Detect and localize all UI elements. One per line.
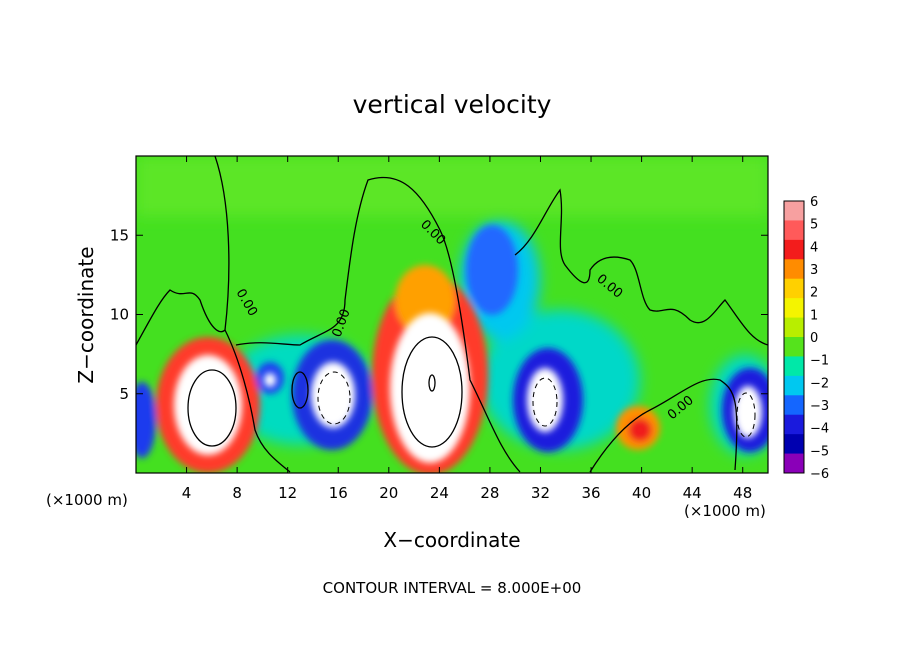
colorbar-swatch xyxy=(784,395,804,416)
zero-contour-1 xyxy=(136,156,230,346)
colorbar-swatch xyxy=(784,278,804,299)
colorbar-swatch xyxy=(784,375,804,396)
colorbar-label: −5 xyxy=(810,444,829,459)
plot-area: 0.00 0.00 0.00 0.00 0.00 xyxy=(136,156,768,473)
x-axis-label: X−coordinate xyxy=(383,528,520,552)
colorbar-swatch xyxy=(784,317,804,338)
colorbar-swatch xyxy=(784,201,804,221)
colorbar-label: 6 xyxy=(810,195,818,210)
y-axis-label: Z−coordinate xyxy=(74,246,98,383)
x-tick-label: 32 xyxy=(531,484,550,502)
x-tick-label: 16 xyxy=(329,484,348,502)
dashed-core-3 xyxy=(532,377,558,427)
contour-lines xyxy=(136,156,768,473)
colorbar-label: 0 xyxy=(810,331,818,346)
x-tick-label: 12 xyxy=(278,484,297,502)
colorbar-swatch xyxy=(784,414,804,435)
colorbar-label: 5 xyxy=(810,218,818,233)
core-updraft-left xyxy=(174,355,242,455)
colorbar-swatch xyxy=(784,434,804,455)
contour-core-center xyxy=(401,336,463,448)
colorbar-label: 2 xyxy=(810,286,818,301)
y-axis: 5 10 15 xyxy=(110,226,768,403)
colorbar-label: −1 xyxy=(810,354,829,369)
zero-contour-4 xyxy=(589,378,738,473)
contour-core-dot xyxy=(428,374,436,392)
upper-lighter-band xyxy=(136,156,768,216)
y-tick-label: 5 xyxy=(119,385,129,403)
chart-title: vertical velocity xyxy=(353,90,552,119)
colorbar-label: −6 xyxy=(810,467,829,482)
x-tick-label: 24 xyxy=(430,484,449,502)
x-tick-label: 36 xyxy=(581,484,600,502)
colorbar: 6 5 4 3 2 1 0 −1 −2 −3 −4 −5 −6 xyxy=(783,195,829,482)
colorbar-frame xyxy=(783,200,805,474)
downdraft-left-edge xyxy=(136,382,156,458)
core-downdraft-1 xyxy=(264,373,276,387)
zero-contour-2 xyxy=(235,176,521,473)
colorbar-label: −3 xyxy=(810,399,829,414)
x-tick-label: 20 xyxy=(379,484,398,502)
zero-contour-3 xyxy=(514,188,768,346)
colorbar-swatch xyxy=(784,356,804,377)
core-downdraft-3 xyxy=(527,368,563,432)
colorbar-label: −4 xyxy=(810,422,829,437)
x-unit-left: (×1000 m) xyxy=(46,491,128,509)
colorbar-swatch xyxy=(784,453,804,474)
contour-core-left xyxy=(187,369,237,447)
field-upper-green xyxy=(136,156,768,216)
x-tick-label: 8 xyxy=(232,484,242,502)
colorbar-label: −2 xyxy=(810,376,829,391)
colorbar-label: 3 xyxy=(810,263,818,278)
colorbar-swatch xyxy=(784,259,804,280)
x-tick-label: 44 xyxy=(683,484,702,502)
downdraft-upper xyxy=(466,225,518,315)
colorbar-label: 4 xyxy=(810,240,818,255)
core-downdraft-4 xyxy=(734,386,762,438)
dashed-core-2 xyxy=(317,371,351,425)
colorbar-swatch xyxy=(784,220,804,241)
x-tick-label: 40 xyxy=(632,484,651,502)
contour-small-blob xyxy=(291,371,309,409)
x-tick-label: 28 xyxy=(480,484,499,502)
colorbar-swatch xyxy=(784,298,804,319)
y-tick-label: 10 xyxy=(110,306,129,324)
core-updraft-small xyxy=(628,418,652,442)
contour-interval-footer: CONTOUR INTERVAL = 8.000E+00 xyxy=(323,579,582,597)
dashed-core-4 xyxy=(736,392,756,438)
x-tick-label: 48 xyxy=(733,484,752,502)
x-tick-label: 4 xyxy=(182,484,192,502)
x-axis: 4 8 12 16 20 24 28 32 36 40 44 48 xyxy=(182,156,752,502)
field-cores xyxy=(174,313,762,463)
colorbar-swatch xyxy=(784,239,804,260)
colorbar-label: 1 xyxy=(810,308,818,323)
dashed-contours xyxy=(317,371,756,438)
y-tick-label: 15 xyxy=(110,226,129,244)
zero-contour-5 xyxy=(224,329,291,473)
colorbar-swatch xyxy=(784,337,804,357)
x-unit-right: (×1000 m) xyxy=(684,502,766,520)
core-downdraft-2 xyxy=(311,362,355,428)
